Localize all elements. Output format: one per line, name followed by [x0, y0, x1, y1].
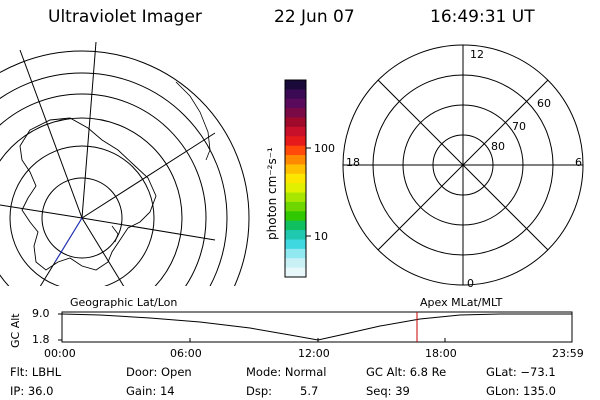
info-ip: IP: 36.0: [10, 384, 54, 398]
colorbar-tick-100: 100: [314, 142, 335, 155]
info-dsp-value: 5.7: [300, 384, 319, 398]
altitude-y-hi: 9.0: [32, 307, 50, 320]
colorbar-band: [285, 145, 306, 156]
info-gcalt: GC Alt: 6.8 Re: [366, 365, 447, 379]
colorbar-band: [285, 80, 306, 90]
colorbar-band: [285, 155, 306, 166]
x-tick-0000: 00:00: [44, 347, 76, 360]
altitude-y-lo: 1.8: [32, 333, 50, 346]
colorbar-band: [285, 126, 306, 137]
colorbar-band: [285, 136, 306, 147]
colorbar-band: [285, 267, 306, 278]
colorbar-band: [285, 164, 306, 175]
colorbar-band: [285, 239, 306, 250]
date: 22 Jun 07: [274, 7, 355, 27]
right-panel-label: Apex MLat/MLT: [420, 296, 503, 309]
time: 16:49:31 UT: [430, 7, 535, 27]
polar-tick-12: 12: [470, 48, 484, 61]
colorbar-band: [285, 108, 306, 119]
colorbar-band: [285, 211, 306, 222]
polar-lat-80: 80: [491, 140, 505, 153]
info-door: Door: Open: [126, 365, 192, 379]
info-mode: Mode: Normal: [246, 365, 327, 379]
colorbar-band: [285, 258, 306, 269]
title: Ultraviolet Imager: [48, 7, 202, 27]
colorbar-band: [285, 220, 306, 231]
left-panel-label: Geographic Lat/Lon: [70, 296, 178, 309]
info-dsp: Dsp:: [246, 384, 273, 398]
colorbar-band: [285, 230, 306, 241]
polar-lat-70: 70: [512, 120, 526, 133]
info-glon: GLon: 135.0: [486, 384, 556, 398]
polar-tick-0: 0: [467, 277, 474, 290]
info-glat: GLat: −73.1: [486, 365, 556, 379]
geographic-map: [0, 41, 250, 286]
colorbar-band: [285, 183, 306, 194]
colorbar-label: photon cm⁻²s⁻¹: [265, 147, 279, 240]
colorbar-band: [285, 173, 306, 184]
x-tick-0600: 06:00: [170, 347, 202, 360]
colorbar-tick-10: 10: [314, 230, 328, 243]
x-tick-1800: 18:00: [425, 347, 457, 360]
info-seq: Seq: 39: [366, 384, 410, 398]
colorbar-band: [285, 248, 306, 259]
polar-lat-60: 60: [537, 97, 551, 110]
info-flt: Flt: LBHL: [10, 365, 62, 379]
colorbar-band: [285, 89, 306, 100]
x-tick-1200: 12:00: [298, 347, 330, 360]
colorbar-band: [285, 98, 306, 109]
info-gain: Gain: 14: [126, 384, 175, 398]
polar-tick-6: 6: [575, 156, 582, 169]
x-tick-2359: 23:59: [552, 347, 584, 360]
polar-tick-18: 18: [346, 156, 360, 169]
colorbar-band: [285, 117, 306, 128]
altitude-chart: [58, 311, 573, 343]
altitude-ylabel: GC Alt: [9, 313, 22, 348]
polar-plot: [342, 44, 584, 286]
colorbar-band: [285, 192, 306, 203]
colorbar-band: [285, 201, 306, 212]
colorbar: [285, 80, 306, 278]
